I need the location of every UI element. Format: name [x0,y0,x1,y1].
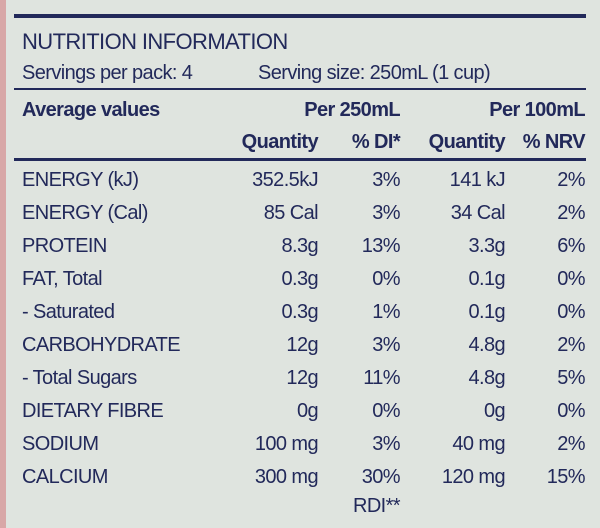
nutrient-value: 34 Cal [450,202,506,224]
nutrient-name: ENERGY (kJ) [22,169,139,191]
nutrient-value: 120 mg [441,466,506,488]
column-rule [14,158,586,161]
nutrient-name: CALCIUM [22,466,108,488]
footnote: RDI** [352,495,401,517]
nutrient-value: 2% [557,202,585,224]
nutrient-value: 0.1g [468,268,505,290]
nutrient-value: 15% [546,466,586,488]
nutrient-value: 300 mg [254,466,319,488]
nutrient-name: PROTEIN [22,235,107,257]
nutrient-value: 0% [372,268,400,290]
nutrient-value: 352.5kJ [252,169,318,191]
header-rule [14,88,586,90]
nutrient-value: 3% [372,202,400,224]
nutrient-value: 3% [372,334,400,356]
column-header: Average values [22,99,160,121]
nutrient-value: 4.8g [468,334,505,356]
nutrient-value: 100 mg [254,433,319,455]
nutrient-value: 5% [557,367,585,389]
servings: Servings per pack: 4 [22,62,193,84]
nutrient-value: 0% [557,268,585,290]
nutrient-name: CARBOHYDRATE [22,334,181,356]
nutrient-value: 0g [483,400,506,422]
nutrient-name: DIETARY FIBRE [22,400,164,422]
nutrient-value: 0g [296,400,319,422]
column-header: Per 250mL [304,99,400,121]
serving-size: Serving size: 250mL (1 cup) [258,62,491,84]
nutrient-value: 30% [361,466,401,488]
package-edge [0,0,6,528]
nutrient-name: ENERGY (Cal) [22,202,148,224]
nutrient-name: - Saturated [22,301,115,323]
nutrient-value: 1% [372,301,400,323]
nutrient-value: 0% [372,400,400,422]
subcolumn-header: % DI* [351,131,401,153]
nutrient-value: 3.3g [468,235,505,257]
nutrient-value: 8.3g [281,235,318,257]
nutrient-value: 11% [363,367,400,389]
nutrient-value: 0.1g [468,301,505,323]
nutrient-value: 85 Cal [263,202,319,224]
nutrient-value: 3% [372,169,400,191]
column-header: Per 100mL [489,99,585,121]
nutrient-value: 0.3g [281,301,318,323]
nutrient-name: - Total Sugars [22,367,137,389]
subcolumn-header: % NRV [522,131,586,153]
nutrient-value: 40 mg [452,433,505,455]
nutrient-value: 2% [557,169,585,191]
nutrient-value: 0% [557,301,585,323]
nutrient-value: 0% [557,400,585,422]
nutrient-value: 2% [557,433,585,455]
nutrient-value: 13% [361,235,401,257]
subcolumn-header: Quantity [428,131,506,153]
title: NUTRITION INFORMATION [22,29,288,54]
subcolumn-header: Quantity [241,131,319,153]
nutrient-value: 6% [557,235,585,257]
nutrient-name: SODIUM [22,433,99,455]
nutrient-name: FAT, Total [22,268,103,290]
nutrient-value: 4.8g [468,367,505,389]
nutrient-value: 0.3g [281,268,318,290]
nutrient-value: 3% [372,433,400,455]
top-rule [14,14,586,18]
nutrient-value: 12g [286,367,318,389]
nutrient-value: 2% [557,334,585,356]
nutrient-value: 141 kJ [449,169,506,191]
nutrient-value: 12g [286,334,318,356]
